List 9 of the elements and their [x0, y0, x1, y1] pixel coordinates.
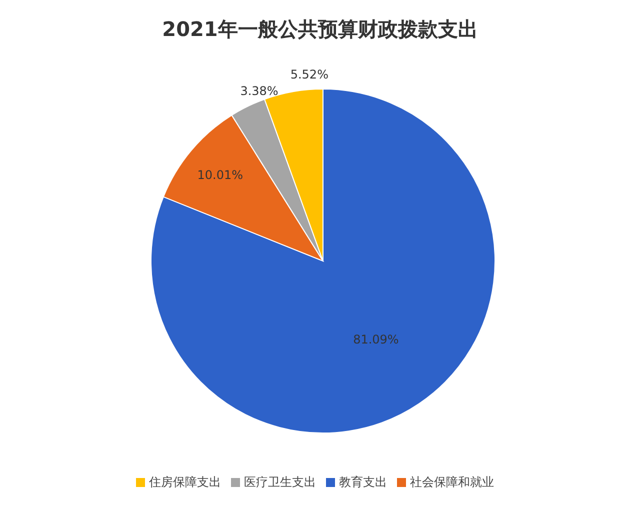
data-label: 10.01% — [197, 168, 244, 182]
legend-label: 教育支出 — [339, 475, 387, 489]
legend-label: 医疗卫生支出 — [244, 475, 316, 489]
data-label: 5.52% — [290, 68, 328, 82]
chart-title: 2021年一般公共预算财政拨款支出 — [161, 16, 479, 43]
legend-label: 社会保障和就业 — [410, 475, 494, 489]
data-label: 81.09% — [353, 332, 399, 346]
data-label: 3.38% — [240, 84, 278, 98]
legend-label: 住房保障支出 — [149, 475, 221, 489]
